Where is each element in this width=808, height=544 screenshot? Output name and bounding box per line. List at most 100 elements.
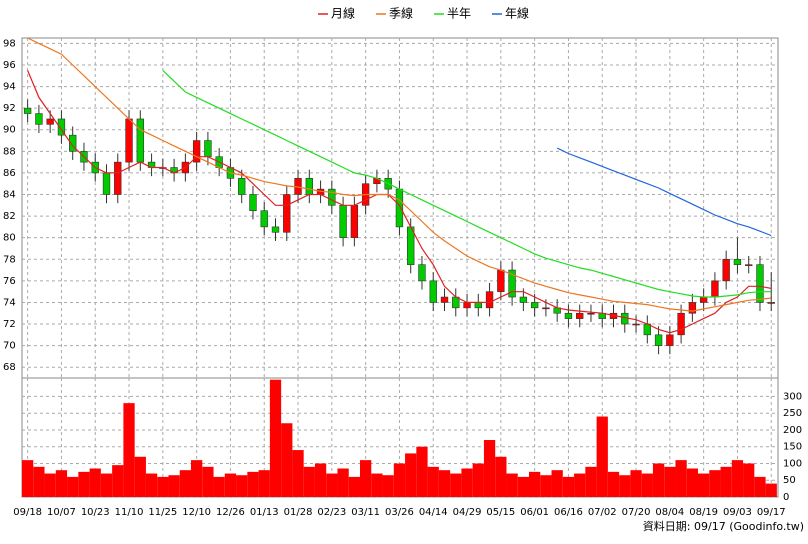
volume-bar [360, 460, 372, 497]
volume-bar [709, 470, 721, 497]
candle-body [440, 296, 449, 303]
candle-body [463, 302, 471, 309]
candle-body [756, 264, 764, 303]
x-tick-label: 05/15 [486, 507, 515, 518]
x-tick-label: 06/16 [554, 507, 583, 518]
candle-body [722, 258, 730, 282]
candle-body [733, 258, 742, 265]
x-tick-label: 03/11 [351, 507, 380, 518]
x-tick-label: 04/14 [419, 507, 448, 518]
candle-body [136, 118, 144, 163]
volume-bar [348, 476, 361, 497]
x-tick-label: 01/13 [250, 507, 279, 518]
legend-label: 月線 [331, 6, 355, 21]
candle-body [23, 107, 32, 114]
candle-body [508, 269, 516, 298]
candle-body [69, 134, 77, 152]
x-tick-label: 09/03 [723, 507, 752, 518]
volume-bar [22, 460, 34, 497]
volume-bar [393, 463, 406, 497]
volume-bar [303, 466, 315, 497]
candle-body [350, 205, 359, 238]
candle-body [395, 188, 404, 228]
volume-bar [652, 463, 665, 497]
candle-body [114, 161, 122, 195]
volume-bar [224, 473, 237, 497]
candle-body [35, 113, 43, 125]
volume-bar [607, 471, 620, 497]
x-tick-label: 06/01 [520, 507, 549, 518]
x-tick-label: 08/19 [689, 507, 718, 518]
candle-body [429, 280, 437, 303]
volume-bar [517, 476, 530, 497]
footnote: 資料日期: 09/17 (Goodinfo.tw) [643, 519, 804, 533]
y-tick-label: 82 [3, 211, 16, 222]
volume-bar [641, 473, 653, 497]
candle-body [587, 312, 595, 315]
candle-body [677, 312, 685, 336]
volume-bar [483, 440, 496, 497]
x-tick-label: 10/23 [81, 507, 110, 518]
volume-bar [540, 475, 552, 497]
y-tick-label: 86 [3, 168, 16, 179]
y-tick-label: 78 [3, 254, 16, 265]
volume-bar [55, 470, 68, 497]
y-tick-label: 68 [3, 362, 16, 373]
y2-tick-label: 0 [783, 492, 789, 503]
candle-body [666, 334, 674, 346]
x-tick-label: 02/23 [317, 507, 346, 518]
volume-bar [472, 463, 484, 497]
volume-bar [438, 470, 451, 497]
volume-bar [416, 446, 428, 497]
y-tick-label: 98 [3, 38, 16, 49]
x-tick-label: 07/02 [588, 507, 617, 518]
candle-body [564, 312, 573, 319]
volume-bar [191, 460, 203, 497]
x-tick-label: 09/17 [757, 507, 786, 518]
x-tick-label: 07/20 [622, 507, 651, 518]
volume-bar [145, 473, 158, 497]
volume-bar [247, 471, 259, 497]
volume-bar [100, 473, 113, 497]
candle-body [654, 334, 663, 346]
volume-bar [236, 475, 248, 497]
y-tick-label: 76 [3, 276, 16, 287]
candle-body [57, 118, 66, 136]
x-tick-label: 12/10 [182, 507, 211, 518]
candle-body [46, 118, 54, 125]
volume-bar [596, 416, 608, 497]
volume-bar [529, 471, 541, 497]
ma-line [556, 147, 772, 237]
ma-line [162, 69, 772, 298]
candle-body [339, 205, 347, 238]
volume-bar [134, 456, 146, 497]
volume-bar [506, 473, 518, 497]
y-tick-label: 84 [3, 190, 16, 201]
candle-body [474, 302, 482, 309]
y2-tick-label: 150 [783, 442, 802, 453]
y-tick-label: 92 [3, 103, 16, 114]
volume-bar [495, 456, 507, 497]
candle-body [249, 194, 257, 211]
volume-bar [405, 453, 417, 497]
volume-bar [461, 468, 473, 497]
volume-bar [675, 460, 687, 497]
volume-bar [743, 463, 755, 497]
candle-body [767, 302, 775, 304]
candle-body [576, 312, 584, 319]
volume-bar [179, 470, 192, 497]
legend-label: 半年 [447, 7, 471, 21]
volume-bar [619, 475, 631, 497]
candle-body [125, 118, 133, 163]
volume-bar [371, 473, 383, 497]
candle-body [283, 194, 291, 233]
volume-bar [202, 466, 214, 497]
y2-tick-label: 50 [783, 475, 796, 486]
candle-body [542, 307, 550, 310]
y-tick-label: 94 [3, 82, 16, 93]
volume-bar [630, 470, 642, 497]
candle-body [530, 302, 539, 309]
volume-bar [33, 466, 45, 497]
candle-body [418, 264, 426, 282]
volume-bar [754, 476, 766, 497]
